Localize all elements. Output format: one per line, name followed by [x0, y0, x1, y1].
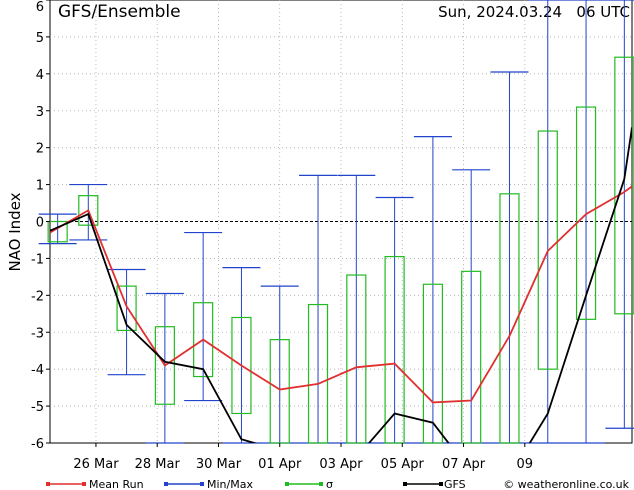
sigma-box [384, 255, 405, 444]
series-line-mean-run [50, 185, 632, 404]
legend-item-mean-run: Mean Run [46, 478, 144, 490]
sigma-box [499, 193, 520, 444]
y-tick-label: 4 [36, 68, 44, 83]
x-tick-label: 01 Apr [258, 457, 302, 472]
sigma-box [461, 270, 482, 444]
credit-text: © weatheronline.co.uk [503, 478, 629, 490]
sigma-box [575, 106, 597, 320]
y-tick-label: -1 [31, 252, 44, 267]
x-tick-label: 26 Mar [73, 457, 119, 472]
x-tick-label: 07 Apr [442, 457, 486, 472]
legend-label-minmax: Min/Max [207, 478, 253, 490]
x-tick-label: 05 Apr [381, 457, 425, 472]
chart-title: GFS/Ensemble [58, 2, 181, 22]
x-tick-label: 28 Mar [135, 457, 181, 472]
y-tick-label: -2 [31, 289, 44, 304]
y-tick-label: 3 [36, 105, 44, 120]
y-tick-label: 2 [36, 142, 44, 157]
legend-item-minmax: Min/Max [164, 478, 253, 490]
sigma-box [47, 220, 68, 243]
y-tick-label: 6 [36, 0, 44, 15]
x-tick-label: 30 Mar [196, 457, 242, 472]
sigma-box [422, 283, 443, 444]
y-axis: -6 -5 -4 -3 -2 -1 0 1 2 3 4 5 6 [31, 0, 50, 452]
y-tick-label: -4 [31, 363, 44, 378]
legend-label-sigma: σ [326, 478, 333, 490]
sigma-box [231, 316, 252, 415]
x-tick-label: 03 Apr [319, 457, 363, 472]
legend-label-gfs: GFS [444, 478, 466, 490]
x-axis: 26 Mar 28 Mar 30 Mar 01 Apr 03 Apr 05 Apr 07 A… [73, 443, 533, 472]
sigma-box [537, 130, 558, 370]
sigma-series [47, 56, 634, 444]
grid-lines [50, 0, 632, 443]
y-tick-label: 0 [36, 216, 44, 231]
y-tick-label: -3 [31, 326, 44, 341]
legend-item-gfs: GFS [403, 478, 466, 490]
y-tick-label: -6 [31, 437, 44, 452]
legend-item-sigma: σ [285, 478, 333, 490]
chart-datetime: Sun, 2024.03.24 06 UTC [438, 3, 630, 21]
sigma-box [307, 303, 329, 444]
legend: Mean Run Min/Max σ GFS [46, 478, 466, 490]
series-line-gfs [50, 127, 632, 443]
sigma-box [154, 326, 175, 405]
sigma-box [78, 195, 99, 226]
y-tick-label: 1 [36, 179, 44, 194]
legend-label-mean-run: Mean Run [89, 478, 144, 490]
sigma-box [116, 285, 137, 332]
x-tick-label: 09 [517, 457, 534, 472]
y-tick-label: 5 [36, 31, 44, 46]
sigma-box [193, 302, 214, 378]
y-axis-label: NAO Index [6, 192, 24, 271]
sigma-box [346, 274, 367, 444]
y-tick-label: -5 [31, 400, 44, 415]
line-series [50, 127, 632, 443]
